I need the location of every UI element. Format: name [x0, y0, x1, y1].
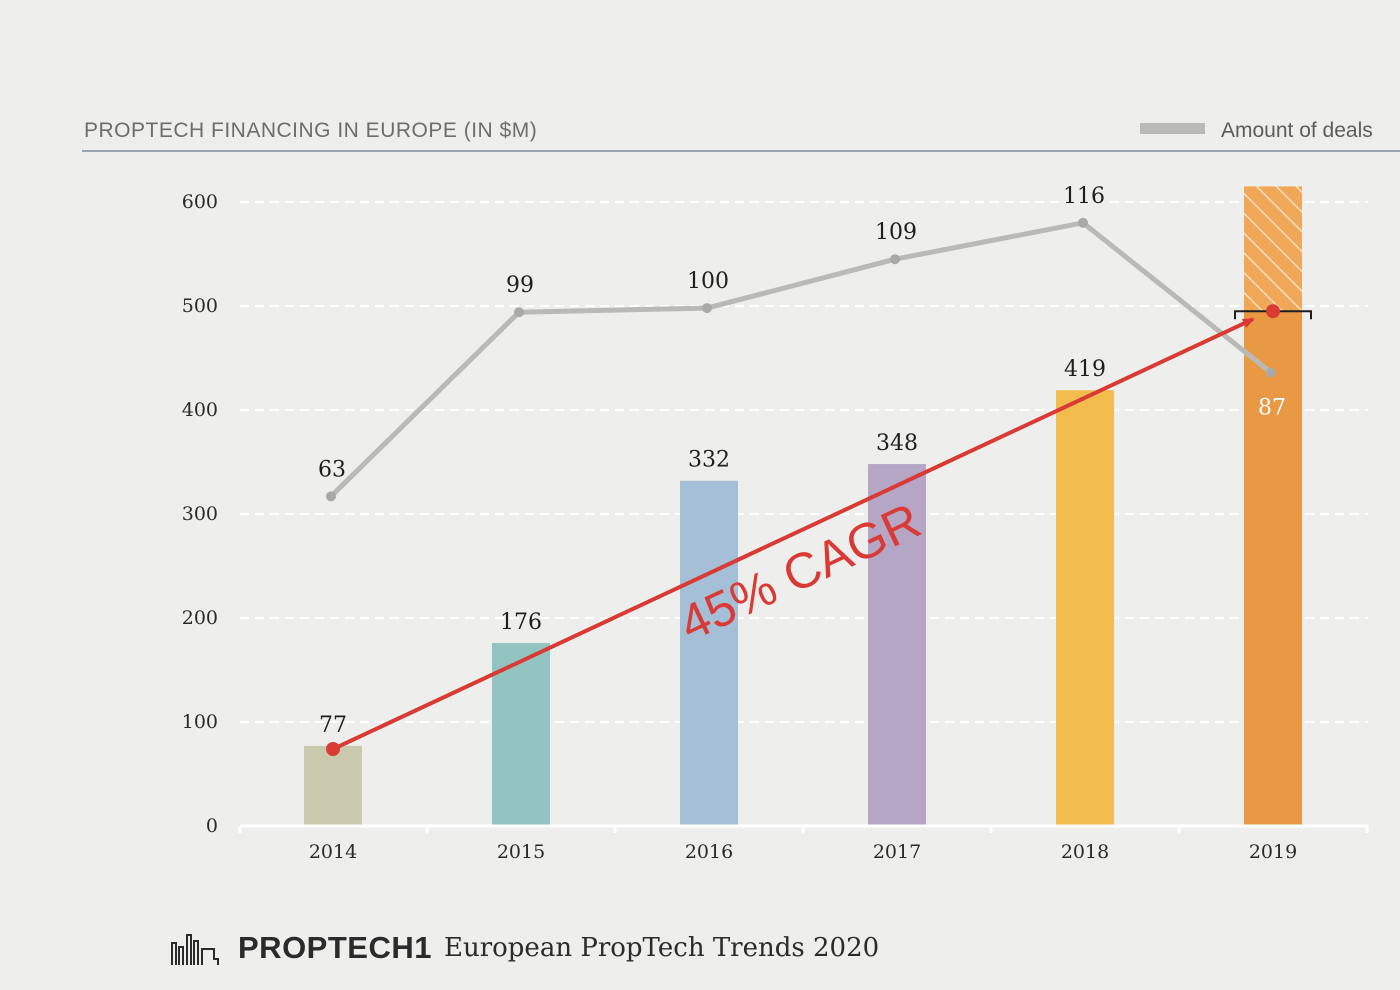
y-tick-label: 600 — [182, 191, 218, 213]
x-tick-label: 2015 — [497, 841, 545, 863]
cagr-arrow — [332, 317, 1255, 751]
value-labels: 77 176 332 348 419 63 99 100 109 116 87 — [318, 184, 1286, 738]
x-tick-label: 2019 — [1249, 841, 1297, 863]
x-axis: 2014 2015 2016 2017 2018 2019 — [238, 824, 1369, 863]
y-tick-label: 500 — [182, 295, 218, 317]
deals-point-2014 — [326, 491, 336, 502]
deals-line — [326, 217, 1276, 502]
y-tick-label: 0 — [206, 815, 218, 837]
y-tick-label: 100 — [182, 711, 218, 733]
bar-2016 — [680, 480, 738, 826]
x-tick-label: 2016 — [685, 841, 733, 863]
y-tick-label: 400 — [182, 399, 218, 421]
bar-2017 — [868, 464, 926, 826]
deals-point-2019 — [1266, 367, 1276, 378]
footer-subtitle: European PropTech Trends 2020 — [443, 933, 880, 963]
bar-value-label: 419 — [1064, 357, 1106, 382]
deals-point-2016 — [702, 303, 712, 314]
bar-2019-forecast — [1244, 186, 1302, 312]
bar-2015 — [492, 642, 550, 826]
bar-value-label: 348 — [876, 431, 918, 456]
deals-count-label: 99 — [506, 273, 534, 298]
cagr-start-dot — [326, 742, 340, 757]
deals-count-label: 116 — [1063, 184, 1105, 209]
footer-brand: PROPTECH1 — [238, 930, 432, 965]
deals-point-2015 — [514, 307, 524, 318]
y-tick-label: 300 — [182, 503, 218, 525]
bar-2018 — [1056, 390, 1114, 826]
deals-series-line — [329, 220, 1273, 499]
deals-point-2017 — [890, 254, 900, 265]
bar-2014 — [304, 745, 362, 826]
x-tick-label: 2018 — [1061, 841, 1109, 863]
x-tick-label: 2017 — [873, 841, 921, 863]
legend-swatch — [1140, 123, 1205, 134]
deals-count-label: 63 — [318, 457, 346, 482]
bar-value-label: 176 — [500, 610, 542, 635]
x-tick-label: 2014 — [309, 841, 357, 863]
bar-value-label: 332 — [688, 448, 730, 473]
y-tick-label: 200 — [182, 607, 218, 629]
y-axis-ticks: 0 100 200 300 400 500 600 — [182, 191, 218, 837]
cagr-trend: 45% CAGR — [326, 304, 1280, 757]
deals-count-label: 109 — [875, 220, 917, 245]
legend-label: Amount of deals — [1221, 119, 1373, 142]
cagr-end-dot — [1266, 304, 1280, 319]
deals-count-label: 87 — [1258, 396, 1286, 421]
bar-value-label: 77 — [319, 713, 347, 738]
bars — [304, 186, 1312, 826]
footer: PROPTECH1 European PropTech Trends 2020 — [170, 928, 879, 968]
gridlines — [240, 201, 1368, 723]
bar-2019 — [1244, 311, 1302, 826]
deals-point-2018 — [1078, 217, 1088, 228]
skyline-logo-icon — [171, 934, 219, 965]
chart-title: PROPTECH FINANCING IN EUROPE (IN $M) — [84, 119, 537, 142]
deals-count-label: 100 — [687, 269, 729, 294]
